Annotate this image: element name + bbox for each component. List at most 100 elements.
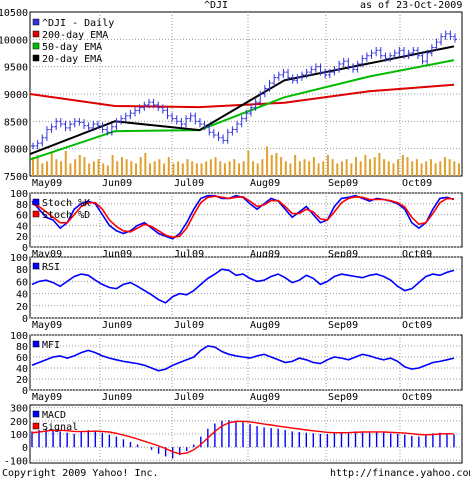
- price-legend-3-label: 20-day EMA: [42, 54, 102, 65]
- rsi-panel-frame: [29, 256, 463, 319]
- price-ytick-10500: 10500: [0, 8, 28, 19]
- mfi-xlabel-sep09: Sep09: [328, 392, 358, 403]
- stochastic-ytick-20: 20: [16, 232, 28, 243]
- mfi-ytick-20: 20: [16, 375, 28, 386]
- volume-bar: [317, 163, 320, 176]
- volume-bar: [420, 163, 423, 176]
- volume-bar: [153, 161, 156, 176]
- stochastic-legend-1-label: Stoch %D: [42, 210, 90, 221]
- volume-bar: [200, 163, 203, 176]
- volume-bar: [406, 157, 409, 176]
- rsi-xlabel-jun09: Jun09: [102, 320, 132, 331]
- stochastic-xlabel-jun09: Jun09: [102, 249, 132, 260]
- chart-symbol-title: ^DJI: [204, 0, 229, 11]
- stochastic-xlabel-jul09: Jul09: [174, 249, 204, 260]
- volume-bar: [111, 155, 114, 176]
- volume-bar: [64, 150, 67, 176]
- price-legend-1-swatch: [32, 30, 40, 38]
- stochastic-legend-0-label: Stoch %K: [42, 198, 90, 209]
- volume-bar: [458, 163, 460, 176]
- price-xlabel-sep09: Sep09: [328, 178, 358, 189]
- stochastic-xlabel-may09: May09: [32, 249, 62, 260]
- price-xlabel-may09: May09: [32, 178, 62, 189]
- stochastic-secondary-line: [31, 195, 455, 239]
- volume-bar: [139, 157, 142, 176]
- volume-bar: [364, 155, 367, 176]
- volume-bar: [242, 161, 245, 176]
- price-legend-0-swatch: [32, 18, 40, 26]
- volume-bar: [228, 161, 231, 176]
- stochastic-xlabel-oct09: Oct09: [402, 249, 432, 260]
- volume-bar: [158, 159, 161, 176]
- macd-ytick-200: 200: [10, 417, 28, 428]
- volume-bar: [167, 157, 170, 176]
- price-legend-2-label: 50-day EMA: [42, 42, 102, 53]
- volume-bar: [298, 161, 301, 176]
- volume-bar: [434, 163, 437, 176]
- volume-bar: [55, 159, 58, 176]
- macd-legend-1-label: Signal: [42, 422, 78, 433]
- volume-bar: [369, 159, 372, 176]
- macd-ytick-100: 100: [10, 430, 28, 441]
- volume-bar: [106, 165, 109, 176]
- volume-bar: [429, 159, 432, 176]
- stochastic-legend-1-swatch: [32, 210, 40, 218]
- mfi-ytick-40: 40: [16, 364, 28, 375]
- volume-bar: [237, 163, 240, 176]
- volume-bar: [83, 157, 86, 176]
- volume-bar: [448, 159, 451, 176]
- price-legend-1-label: 200-day EMA: [42, 30, 108, 41]
- mfi-main-line: [31, 345, 455, 372]
- price-xlabel-jul09: Jul09: [174, 178, 204, 189]
- volume-bar: [88, 163, 91, 176]
- stochastic-ytick-0: 0: [22, 243, 28, 254]
- volume-bar: [46, 161, 49, 176]
- volume-bar: [186, 159, 189, 176]
- stochastic-ytick-100: 100: [10, 189, 28, 200]
- volume-bar: [383, 159, 386, 176]
- volume-bar: [92, 161, 95, 176]
- price-xlabel-aug09: Aug09: [250, 178, 280, 189]
- rsi-legend-0-swatch: [32, 262, 40, 270]
- mfi-xlabel-aug09: Aug09: [250, 392, 280, 403]
- mfi-legend-0-label: MFI: [42, 340, 60, 351]
- volume-bar: [355, 157, 358, 176]
- volume-bar: [312, 157, 315, 176]
- volume-bar: [120, 157, 123, 176]
- volume-bar: [69, 163, 72, 176]
- volume-bar: [373, 157, 376, 176]
- copyright-text: Copyright 2009 Yahoo! Inc.: [2, 468, 159, 479]
- volume-bar: [209, 159, 212, 176]
- mfi-ytick-100: 100: [10, 331, 28, 342]
- stochastic-ytick-40: 40: [16, 221, 28, 232]
- volume-bar: [130, 161, 133, 176]
- volume-bar: [144, 152, 147, 176]
- signal-line: [31, 420, 455, 455]
- mfi-ytick-0: 0: [22, 386, 28, 397]
- rsi-xlabel-aug09: Aug09: [250, 320, 280, 331]
- rsi-ytick-0: 0: [22, 314, 28, 325]
- price-ytick-8500: 8500: [4, 117, 28, 128]
- volume-bar: [284, 161, 287, 176]
- volume-bar: [378, 152, 381, 176]
- rsi-ytick-100: 100: [10, 253, 28, 264]
- volume-bar: [439, 161, 442, 176]
- price-legend-2-swatch: [32, 42, 40, 50]
- volume-bar: [401, 155, 404, 176]
- price-legend-3-swatch: [32, 54, 40, 62]
- price-ytick-9000: 9000: [4, 90, 28, 101]
- rsi-legend-0-label: RSI: [42, 262, 60, 273]
- mfi-xlabel-oct09: Oct09: [402, 392, 432, 403]
- rsi-ytick-20: 20: [16, 302, 28, 313]
- volume-bar: [181, 163, 184, 176]
- mfi-ytick-60: 60: [16, 353, 28, 364]
- volume-bar: [340, 161, 343, 176]
- macd-ytick-0: 0: [22, 443, 28, 454]
- source-url[interactable]: http://finance.yahoo.com/: [330, 468, 470, 479]
- volume-bar: [172, 163, 175, 176]
- rsi-main-line: [31, 268, 455, 304]
- rsi-ytick-80: 80: [16, 265, 28, 276]
- mfi-legend-0-swatch: [32, 340, 40, 348]
- volume-bar: [205, 161, 208, 176]
